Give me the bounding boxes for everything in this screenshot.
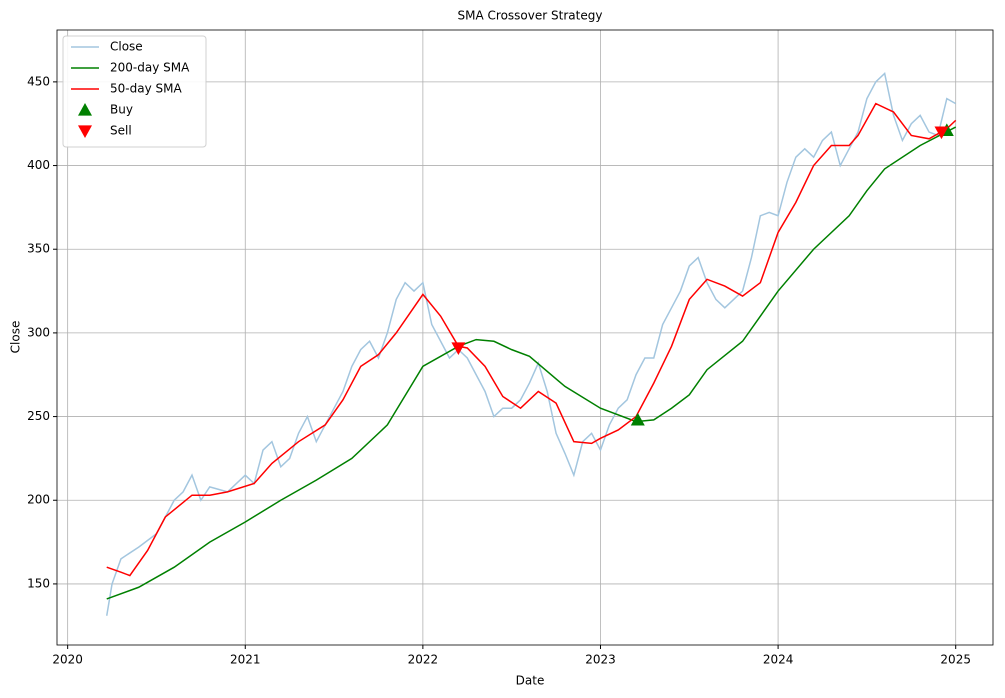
x-tick-label: 2020 xyxy=(52,653,83,667)
legend-swatch xyxy=(78,103,92,116)
signal-marker xyxy=(630,412,645,426)
y-axis-label: Close xyxy=(9,321,23,354)
y-tick-label: 200 xyxy=(27,493,50,507)
signal-marker xyxy=(934,126,949,140)
y-tick-label: 150 xyxy=(27,576,50,590)
x-tick-label: 2023 xyxy=(585,653,616,667)
y-tick-label: 400 xyxy=(27,158,50,172)
legend-box xyxy=(62,35,207,148)
y-tick-label: 250 xyxy=(27,409,50,423)
legend-label: 200-day SMA xyxy=(110,61,190,75)
y-tick-label: 350 xyxy=(27,242,50,256)
x-axis-label: Date xyxy=(516,674,545,688)
legend-label: Sell xyxy=(110,124,132,138)
x-tick-label: 2021 xyxy=(230,653,261,667)
signal-marker xyxy=(451,342,466,355)
legend-label: 50-day SMA xyxy=(110,82,182,96)
legend-label: Buy xyxy=(110,103,133,117)
y-tick-label: 300 xyxy=(27,325,50,339)
series-line xyxy=(105,72,957,616)
x-tick-label: 2024 xyxy=(763,653,794,667)
chart-title: SMA Crossover Strategy xyxy=(458,9,603,23)
x-tick-label: 2022 xyxy=(408,653,439,667)
series-line xyxy=(106,126,957,600)
legend-label: Close xyxy=(110,40,143,54)
legend-swatch xyxy=(78,125,92,138)
plot-frame xyxy=(56,29,994,646)
x-tick-label: 2025 xyxy=(940,653,971,667)
y-tick-label: 450 xyxy=(27,74,50,88)
series-line xyxy=(106,102,957,577)
